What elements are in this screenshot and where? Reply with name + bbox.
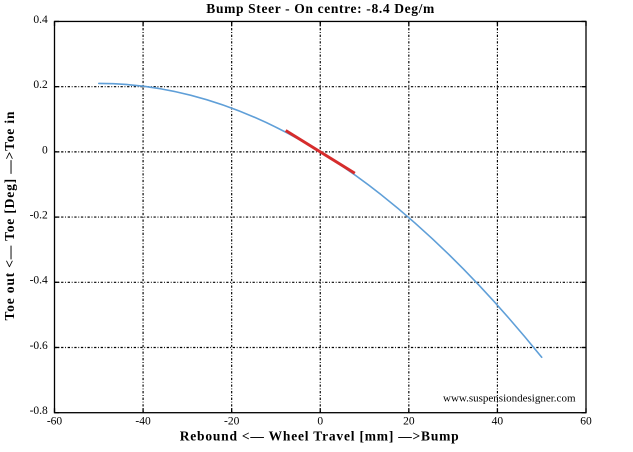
svg-text:-20: -20 bbox=[224, 415, 240, 427]
svg-text:-60: -60 bbox=[47, 415, 63, 427]
svg-text:Rebound <— Wheel Travel [mm] —: Rebound <— Wheel Travel [mm] —>Bump bbox=[180, 428, 459, 443]
svg-text:www.suspensiondesigner.com: www.suspensiondesigner.com bbox=[443, 393, 576, 405]
svg-text:40: 40 bbox=[492, 415, 504, 427]
svg-text:60: 60 bbox=[580, 415, 592, 427]
svg-text:-40: -40 bbox=[135, 415, 151, 427]
svg-text:-0.4: -0.4 bbox=[30, 275, 48, 287]
svg-text:-0.8: -0.8 bbox=[30, 405, 48, 417]
svg-text:-0.6: -0.6 bbox=[30, 340, 48, 352]
svg-text:0.4: 0.4 bbox=[33, 14, 48, 26]
svg-text:0.2: 0.2 bbox=[33, 79, 48, 91]
svg-text:Toe out <— Toe [Deg] —>Toe in: Toe out <— Toe [Deg] —>Toe in bbox=[2, 111, 17, 320]
svg-text:Bump Steer - On centre: -8.4 D: Bump Steer - On centre: -8.4 Deg/m bbox=[206, 1, 435, 16]
svg-text:0: 0 bbox=[317, 415, 323, 427]
svg-text:0: 0 bbox=[42, 144, 48, 156]
svg-text:-0.2: -0.2 bbox=[30, 209, 48, 221]
svg-text:20: 20 bbox=[403, 415, 415, 427]
